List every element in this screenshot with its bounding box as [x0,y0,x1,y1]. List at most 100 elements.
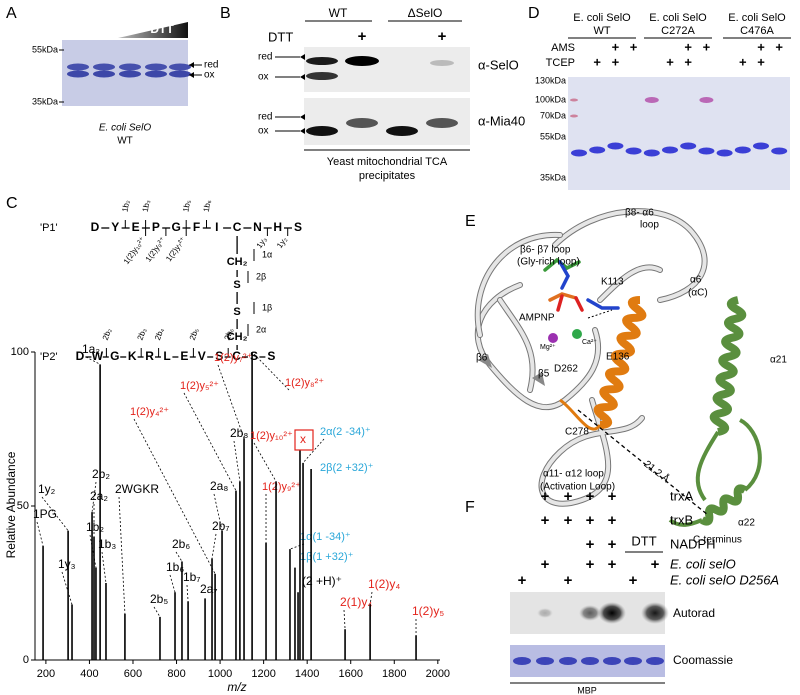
label: + [684,54,692,69]
leader [343,609,346,630]
leader [253,442,277,482]
label: + [608,536,617,553]
label: WT [117,136,133,147]
peak-label: 1(2)y₄ [368,577,400,591]
band [589,146,606,154]
label: 2α [256,324,266,334]
panel-letter: C [6,195,18,212]
peak-label: 1b₆ [166,560,184,574]
label: (αC) [688,288,708,299]
label: + [629,572,638,589]
y-tick-label: 0 [23,654,29,666]
arrow-head [300,54,305,60]
blot [304,47,470,92]
label: E. coli selO [670,556,736,571]
leader [85,356,101,365]
label: + [564,572,573,589]
label: 100kDa [535,94,566,104]
label: α6 [690,275,702,286]
peak-label: 1b₇ [183,570,200,584]
leader [186,584,189,602]
signal [641,602,669,624]
leader [251,351,290,391]
peak-label: 2a₂ [90,489,108,503]
band [145,70,167,78]
peak-label: 1y₃ [58,557,76,571]
band [716,149,733,157]
peak-label: 1a₂ [82,342,100,356]
peak-box [294,429,314,451]
arrow-head [300,114,305,120]
ligand [586,298,620,310]
label: F [193,220,200,234]
label: β6 [476,353,488,364]
band [536,657,554,665]
leader [118,496,126,614]
label: D262 [554,364,578,375]
label: S [233,279,240,291]
helix-a21 [709,296,747,436]
label: W [92,349,104,363]
band [67,70,89,78]
label: DTT [268,29,293,44]
ligand [556,294,584,312]
band [346,118,378,128]
leader [233,440,241,482]
label: 1α [262,249,272,259]
label: ΔSelO [408,6,443,20]
label: CH₂ [227,331,248,343]
label: D [91,220,100,234]
gradient-wedge [118,22,188,38]
peak-label: 2b₈ [230,426,248,440]
label: α-SelO [478,57,519,72]
label: + [358,28,367,45]
label: ox [258,126,269,137]
label: P [152,220,160,234]
y-tick-label: 100 [11,346,29,358]
peak-label: 2α(2 -34)⁺ [320,426,371,438]
label: K113 [601,277,624,288]
label: + [775,39,783,54]
x-tick-label: 1600 [338,668,362,680]
ribbon [539,398,644,506]
label: 2b₆ [223,327,236,341]
label: + [684,39,692,54]
label: + [666,54,674,69]
label: E. coli SelO [99,123,151,134]
label: 1b₆ [202,199,213,213]
label: 'P1' [40,222,58,234]
panel-letter: F [465,499,475,516]
band [570,98,578,102]
band [646,657,664,665]
label: V [198,349,206,363]
peak-label: 1(2)y₇²⁺ [214,352,253,364]
label: 1(2)y₁₀²⁺ [122,235,147,266]
x-tick-label: 1000 [208,668,232,680]
label: 35kDa [540,172,566,182]
label: D [76,349,85,363]
label: K [128,349,137,363]
label: 1β [262,302,272,312]
label: 1(2)y₇²⁺ [164,235,187,263]
peak-label: 1y₂ [38,482,56,496]
band [603,657,621,665]
y-tick-label: 50 [17,500,29,512]
label: β5 [538,369,550,380]
label: 55kDa [32,44,58,54]
label: WT [329,6,348,20]
label: E. coli SelO [573,12,631,24]
label: 1b₅ [181,199,192,213]
peak-label: (2 +H)⁺ [302,574,342,588]
label: + [630,39,638,54]
peak-label: 2(1)y₄ [340,595,372,609]
label: precipitates [359,170,416,182]
gel [568,77,790,190]
label: + [586,536,595,553]
x-tick-label: 2000 [426,668,450,680]
label: + [518,572,527,589]
band [571,149,587,157]
label: + [608,556,617,573]
peak-label: 1(2)y₅ [412,604,444,618]
panel-letter: D [528,5,540,22]
